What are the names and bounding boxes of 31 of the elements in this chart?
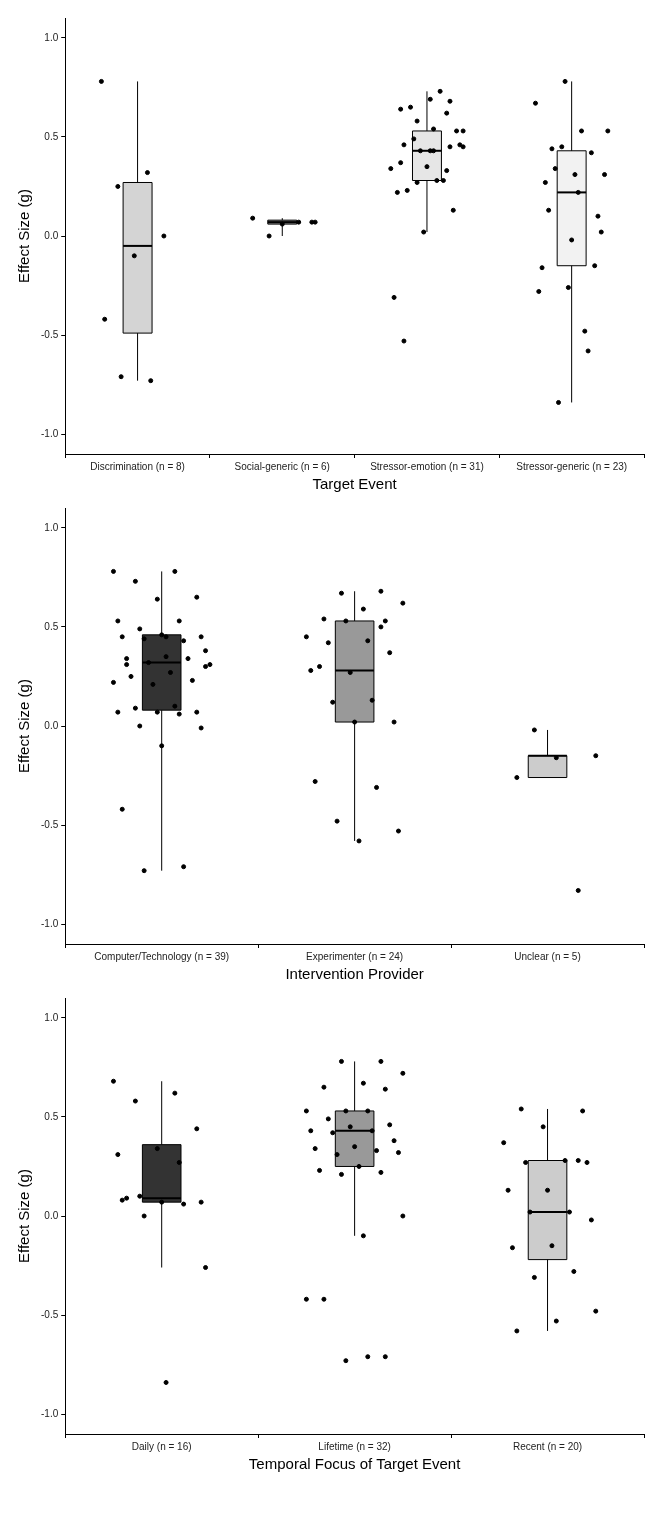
y-axis-title: Effect Size (g) [15, 189, 33, 283]
x-tick-label: Experimenter (n = 24) [306, 950, 404, 962]
y-axis-title: Effect Size (g) [15, 1169, 33, 1263]
x-tick-label: Discrimination (n = 8) [90, 460, 185, 472]
y-tick-label: 1.0 [44, 521, 59, 533]
x-tick-label: Daily (n = 16) [131, 1440, 192, 1452]
y-tick-label: 0.0 [44, 719, 59, 731]
y-tick-label: 1.0 [44, 1011, 59, 1023]
y-tick-label: -0.5 [41, 1308, 59, 1320]
x-tick-label: Stressor-emotion (n = 31) [370, 460, 484, 472]
y-tick-label: 0.5 [44, 1110, 59, 1122]
x-tick-label: Computer/Technology (n = 39) [94, 950, 230, 962]
y-tick-label: -1.0 [41, 917, 59, 929]
y-tick-label: 0.5 [44, 130, 59, 142]
x-tick-label: Lifetime (n = 32) [318, 1440, 391, 1452]
y-tick-label: -1.0 [41, 1407, 59, 1419]
y-tick-label: 0.0 [44, 229, 59, 241]
y-tick-label: 0.5 [44, 620, 59, 632]
x-axis-title: Target Event [312, 475, 398, 493]
x-tick-label: Stressor-generic (n = 23) [516, 460, 628, 472]
x-tick-label: Recent (n = 20) [512, 1440, 583, 1452]
y-tick-label: -1.0 [41, 427, 59, 439]
x-axis-title: Intervention Provider [285, 965, 424, 983]
x-tick-label: Unclear (n = 5) [514, 950, 581, 962]
y-tick-label: -0.5 [41, 328, 59, 340]
y-tick-label: 0.0 [44, 1209, 59, 1221]
x-axis-title: Temporal Focus of Target Event [248, 1455, 462, 1473]
y-tick-label: 1.0 [44, 31, 59, 43]
x-tick-label: Social-generic (n = 6) [234, 460, 330, 472]
y-axis-title: Effect Size (g) [15, 679, 33, 773]
y-tick-label: -0.5 [41, 818, 59, 830]
